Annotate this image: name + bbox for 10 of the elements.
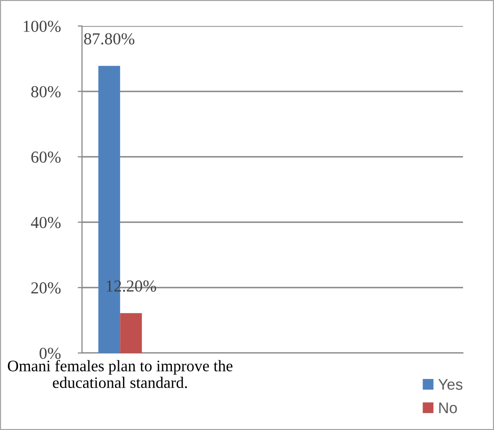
y-tick-label: 80% <box>31 86 61 98</box>
legend-label: No <box>439 402 457 414</box>
x-tick-label: Omani females plan to improve the educational standard. <box>8 360 232 388</box>
legend-label: Yes <box>438 379 462 390</box>
data-label: 87.80% <box>84 33 134 45</box>
y-tick-label: 100% <box>24 20 61 32</box>
y-tick-label: 40% <box>30 216 61 228</box>
y-tick-label: 0% <box>40 348 61 359</box>
y-tick-label: 20% <box>31 282 61 294</box>
y-tick-label: 60% <box>31 152 61 163</box>
